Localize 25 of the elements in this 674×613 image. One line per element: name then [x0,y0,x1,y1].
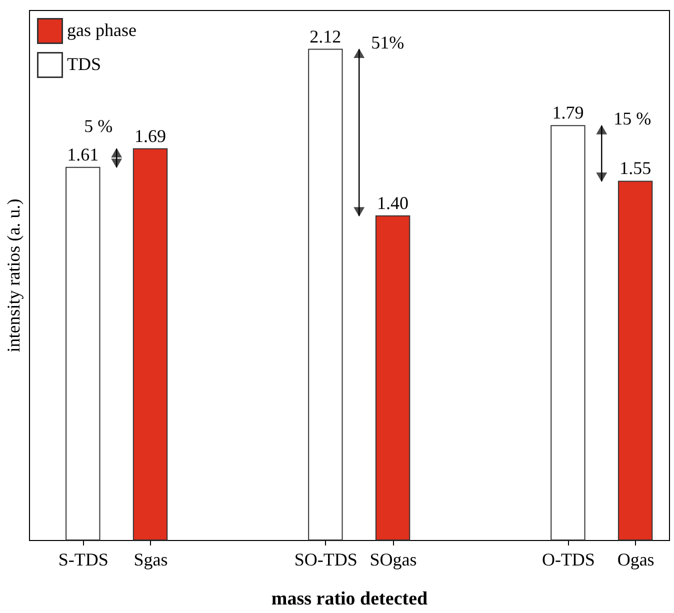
data-label: 1.61 [67,144,99,164]
legend-label: TDS [67,54,102,74]
legend-label: gas phase [67,20,136,40]
annotation: 5 % [84,116,113,136]
bar [308,48,343,540]
x-tick-label: S-TDS [58,550,108,570]
data-label: 1.40 [377,192,409,213]
annotation: 51% [371,32,404,52]
data-label: 1.69 [134,126,166,146]
bar [550,125,586,540]
bar [375,215,410,540]
y-axis-title: intensity ratios (a. u.) [4,198,24,352]
bar [132,148,168,540]
x-axis-title: mass ratio detected [271,588,428,610]
bar [618,180,653,540]
x-tick-label: O-TDS [542,550,595,570]
annotation: 15 % [614,108,652,129]
data-label: 1.79 [552,102,584,123]
data-label: 1.55 [620,158,652,178]
bar [66,166,100,540]
x-tick-label: SO-TDS [294,550,358,570]
x-tick-label: Sgas [134,550,168,570]
data-label: 2.12 [310,26,342,46]
x-tick-label: SOgas [370,550,417,570]
x-tick-label: Ogas [617,550,654,570]
